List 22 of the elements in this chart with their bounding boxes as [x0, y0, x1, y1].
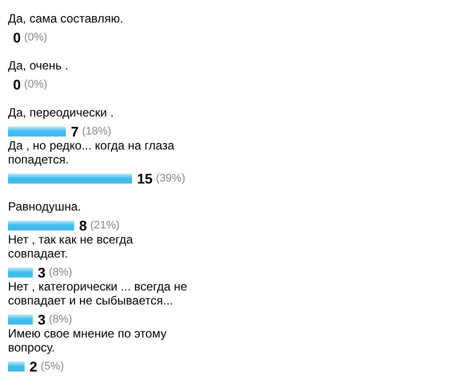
y-tick-label: Нет , так как не всегда совпадает.	[8, 232, 136, 260]
data-label: 0 (0%)	[13, 76, 48, 92]
data-label: 8 (21%)	[79, 218, 120, 234]
y-tick-label: Да, очень .	[8, 58, 68, 72]
data-label: 7 (18%)	[70, 124, 112, 140]
bar	[8, 174, 132, 184]
data-label: 3 (8%)	[38, 312, 72, 328]
data-label: 15 (39%)	[137, 170, 186, 186]
bar	[8, 268, 33, 278]
bar	[8, 362, 25, 372]
y-tick-label: Да, сама составляю.	[8, 12, 124, 26]
y-tick-label: Равнодушна.	[8, 200, 81, 214]
y-tick-label: Имею свое мнение по этому вопросу.	[8, 326, 170, 354]
y-tick-label: Нет , категорически ... всегда не совпадает и не сыбывается...	[8, 280, 191, 308]
bar	[8, 314, 33, 324]
bar	[8, 220, 74, 230]
y-tick-label: Да , но редко... когда на глаза попадется.	[8, 138, 178, 166]
data-label: 3 (8%)	[38, 264, 72, 280]
bar	[8, 126, 66, 136]
y-tick-label: Да, переодически .	[8, 106, 114, 120]
data-label: 2 (5%)	[30, 358, 64, 374]
data-label: 0 (0%)	[13, 30, 48, 46]
